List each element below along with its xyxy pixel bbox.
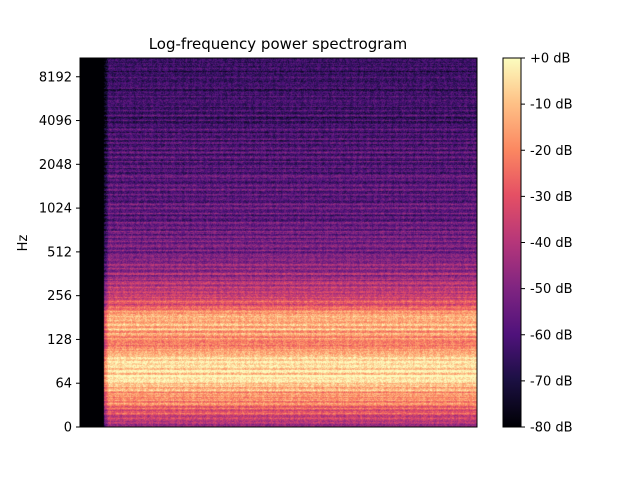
spectrogram-plot: [79, 57, 478, 428]
y-tick-label: 8192: [39, 70, 72, 85]
colorbar-gradient: [502, 57, 522, 428]
colorbar-tick-label: -50 dB: [530, 282, 573, 297]
y-tick-label: 256: [47, 289, 72, 304]
colorbar-ticks: +0 dB -10 dB -20 dB -30 dB -40 dB -50 dB -60 d…: [521, 52, 573, 436]
y-axis-label: Hz: [16, 235, 31, 252]
y-tick-label: 4096: [39, 114, 72, 129]
colorbar-tick-label: -80 dB: [530, 421, 573, 436]
y-tick-label: 128: [47, 333, 72, 348]
y-tick-label: 64: [55, 377, 72, 392]
y-tick-label: 512: [47, 245, 72, 260]
colorbar-tick-label: -30 dB: [530, 190, 573, 205]
y-tick-label: 1024: [39, 202, 72, 217]
chart-title: Log-frequency power spectrogram: [149, 35, 408, 53]
y-tick-label: 0: [64, 421, 72, 436]
colorbar-tick-label: -70 dB: [530, 374, 573, 389]
colorbar-tick-label: -40 dB: [530, 236, 573, 251]
colorbar-tick-label: -10 dB: [530, 98, 573, 113]
colorbar-tick-label: -60 dB: [530, 328, 573, 343]
colorbar: +0 dB -10 dB -20 dB -30 dB -40 dB -50 dB -60 d…: [502, 52, 573, 436]
y-tick-label: 2048: [39, 158, 72, 173]
y-axis: 0 64 128 256 512 1024 2048 4096 8192: [39, 70, 80, 436]
colorbar-tick-label: +0 dB: [530, 52, 570, 67]
colorbar-tick-label: -20 dB: [530, 144, 573, 159]
spectrogram-heatmap: [80, 58, 477, 427]
plot-frame: [79, 57, 478, 428]
